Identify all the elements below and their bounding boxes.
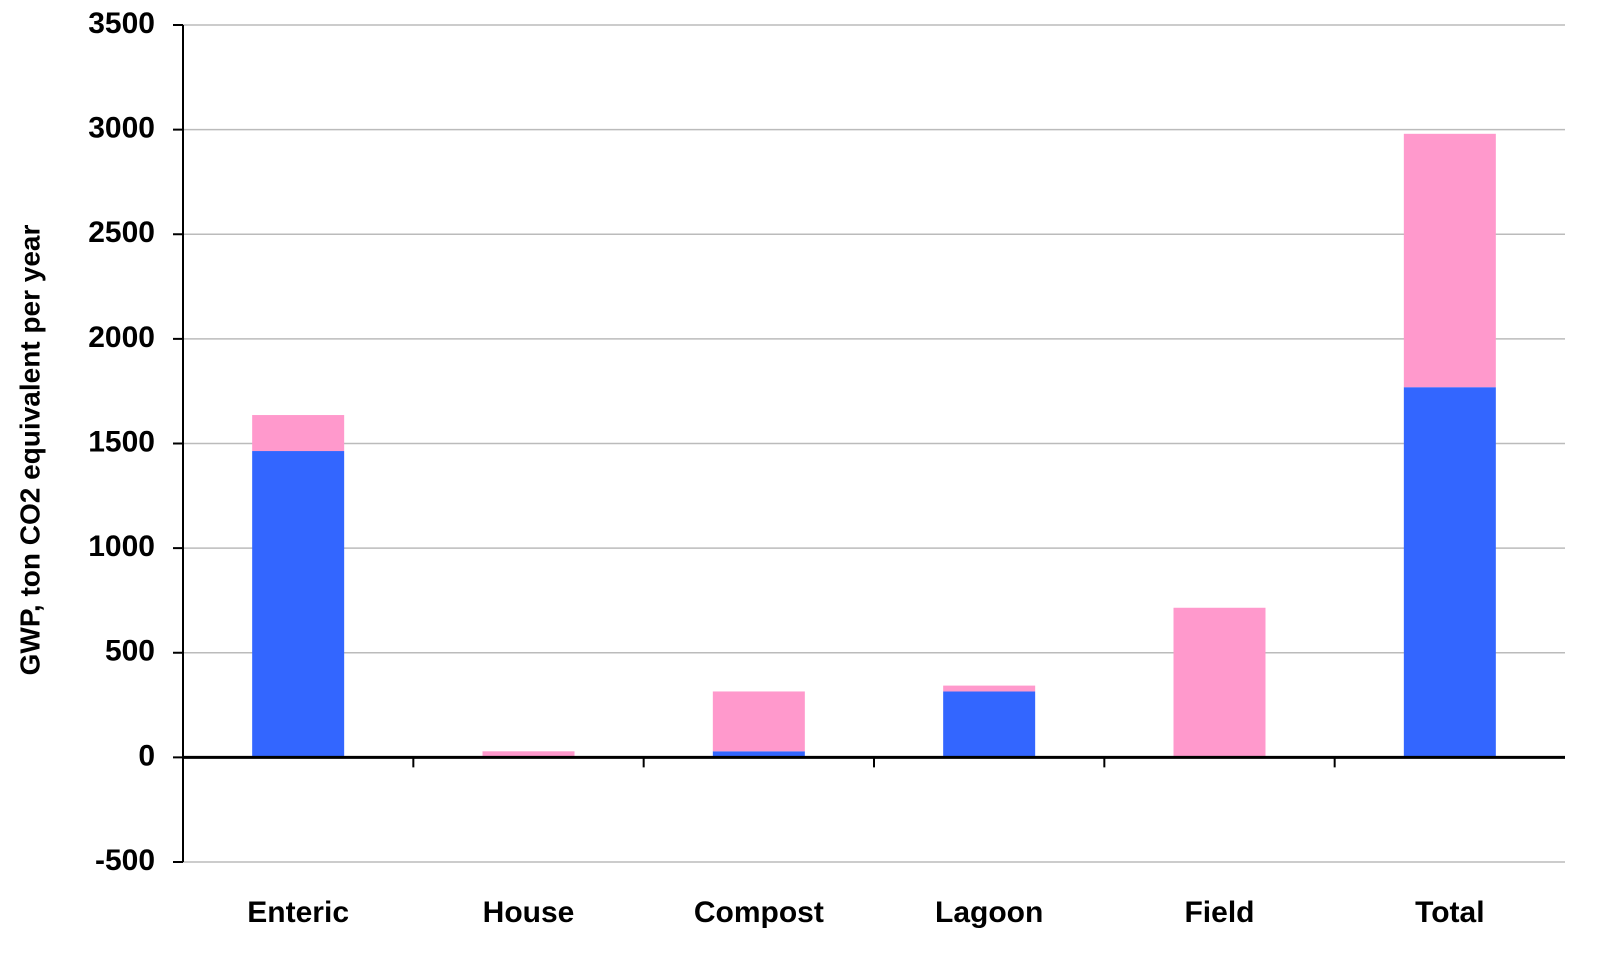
y-tick-label: 2000 [88, 321, 155, 354]
x-tick-label: Total [1415, 896, 1484, 929]
y-tick-label: 1500 [88, 425, 155, 458]
bar-segment [712, 751, 805, 758]
bar-segment [943, 685, 1036, 692]
x-tick-label: Field [1184, 896, 1254, 929]
y-tick-label: -500 [95, 844, 155, 877]
y-tick-label: 3000 [88, 112, 155, 145]
y-tick-label: 0 [138, 739, 155, 772]
bar-segment [1403, 133, 1496, 388]
bar-segment [1403, 387, 1496, 758]
x-tick-label: House [483, 896, 575, 929]
y-tick-label: 3500 [88, 7, 155, 40]
bar-segment [712, 691, 805, 752]
bar-segment [943, 691, 1036, 758]
y-tick-label: 1000 [88, 530, 155, 563]
bar-segment [252, 415, 345, 452]
x-tick-label: Enteric [247, 896, 349, 929]
x-tick-label: Compost [694, 896, 824, 929]
y-tick-label: 2500 [88, 216, 155, 249]
bar-segment [482, 751, 575, 758]
bar-segment [1173, 607, 1266, 758]
x-tick-label: Lagoon [935, 896, 1043, 929]
bar-segment [252, 451, 345, 758]
y-axis-label: GWP, ton CO2 equivalent per year [14, 225, 45, 676]
y-tick-label: 500 [105, 635, 155, 668]
